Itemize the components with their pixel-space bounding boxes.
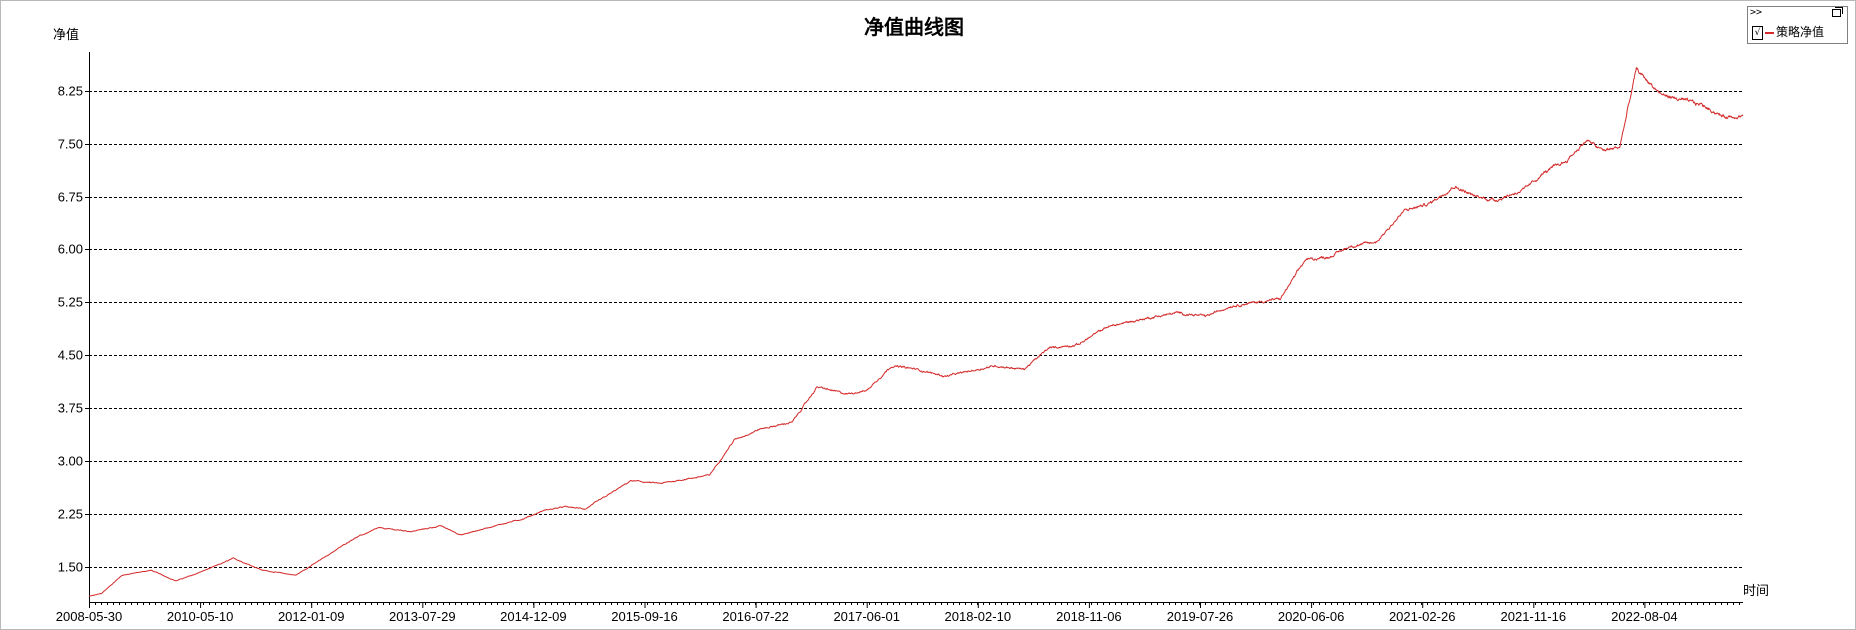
legend-expand-button[interactable]: >> (1750, 7, 1763, 18)
x-tick-labels: 2008-05-30 2010-05-10 2012-01-09 2013-07-29… (56, 609, 1678, 624)
y-tick-labels: 1.50 2.25 3.00 3.75 4.50 5.25 6.00 6.75 7.50 8.25 (58, 84, 83, 575)
series-line-strategy-nav (88, 67, 1744, 597)
x-tick-label: 2008-05-30 (56, 609, 123, 624)
grid-layer (89, 91, 1743, 568)
y-tick-label: 4.50 (58, 348, 83, 363)
y-tick-label: 8.25 (58, 84, 83, 99)
x-tick-label: 2020-06-06 (1278, 609, 1345, 624)
y-tick-label: 2.25 (58, 507, 83, 522)
axis-layer (85, 52, 1743, 608)
x-tick-label: 2015-09-16 (611, 609, 678, 624)
x-tick-label: 2018-11-06 (1056, 609, 1122, 624)
y-tick-label: 6.00 (58, 242, 83, 257)
y-tick-label: 6.75 (58, 190, 83, 205)
legend-restore-icon[interactable] (1832, 7, 1843, 17)
x-tick-label: 2013-07-29 (389, 609, 456, 624)
x-tick-label: 2021-02-26 (1389, 609, 1456, 624)
x-tick-label: 2021-11-16 (1501, 609, 1567, 624)
y-tick-label: 5.25 (58, 295, 83, 310)
x-tick-label: 2019-07-26 (1167, 609, 1234, 624)
x-tick-label: 2016-07-22 (722, 609, 789, 624)
x-tick-label: 2022-08-04 (1611, 609, 1678, 624)
legend-series-swatch (1765, 32, 1774, 34)
x-axis-title: 时间 (1743, 584, 1769, 599)
x-tick-label: 2010-05-10 (167, 609, 234, 624)
y-tick-label: 1.50 (58, 560, 83, 575)
y-tick-label: 3.75 (58, 401, 83, 416)
y-axis-title: 净值 (53, 27, 79, 43)
y-tick-label: 3.00 (58, 454, 83, 469)
x-tick-label: 2017-06-01 (833, 609, 900, 624)
legend-series-checkbox[interactable]: √ (1752, 26, 1763, 40)
legend-series-label: 策略净值 (1776, 25, 1825, 39)
series-layer (88, 67, 1744, 597)
chart-title: 净值曲线图 (864, 15, 964, 39)
x-tick-label: 2012-01-09 (278, 609, 345, 624)
x-tick-label: 2014-12-09 (500, 609, 567, 624)
legend-box[interactable]: >> √ 策略净值 (1747, 6, 1848, 44)
y-tick-label: 7.50 (58, 137, 83, 152)
x-tick-label: 2018-02-10 (945, 609, 1012, 624)
